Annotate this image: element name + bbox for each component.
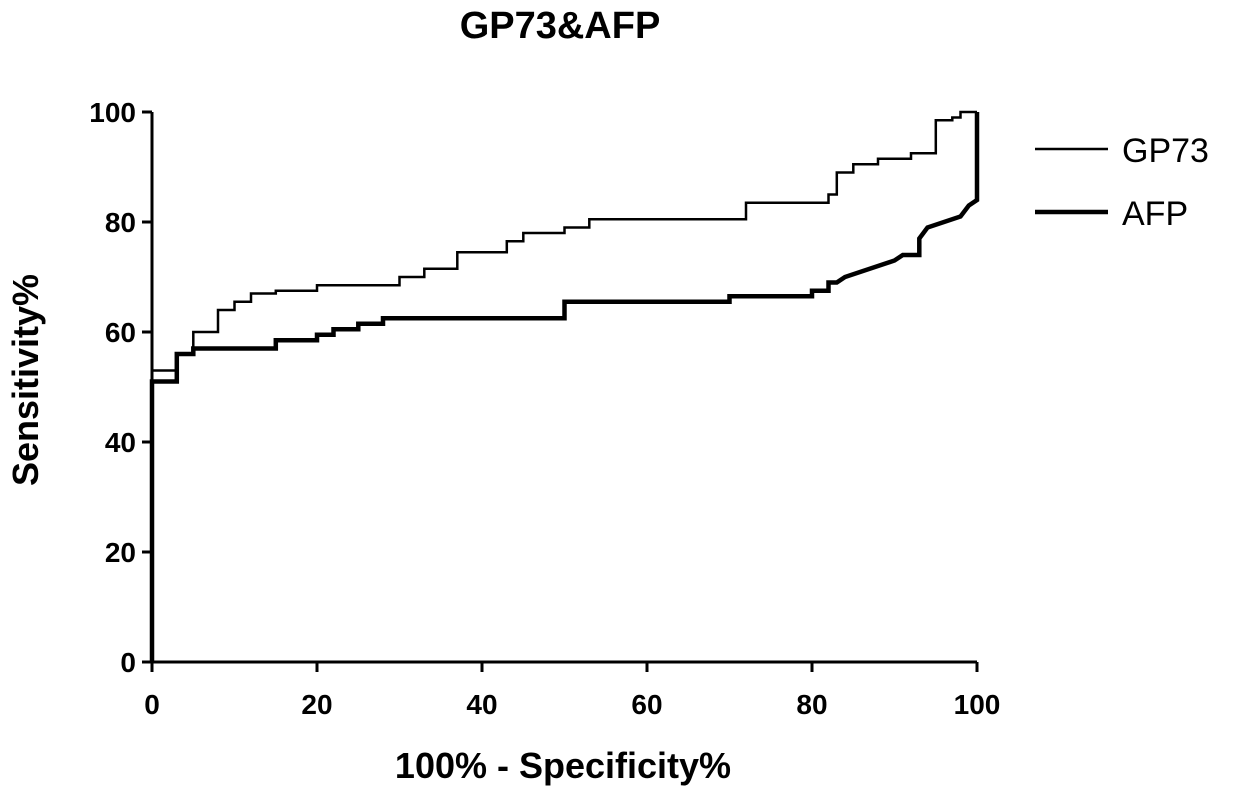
legend: GP73 AFP [1035, 132, 1209, 233]
legend-label-gp73: GP73 [1122, 132, 1209, 170]
y-tick-label: 60 [105, 317, 136, 348]
x-tick-label: 40 [466, 689, 497, 720]
legend-item-gp73: GP73 [1035, 132, 1209, 170]
series-line-gp73 [152, 112, 977, 662]
y-tick-label: 80 [105, 207, 136, 238]
x-tick-label: 0 [144, 689, 160, 720]
y-tick-label: 0 [120, 647, 136, 678]
series-line-afp [152, 112, 977, 662]
y-ticks: 0 20 40 60 80 100 [89, 97, 152, 678]
x-tick-label: 20 [301, 689, 332, 720]
x-tick-label: 100 [954, 689, 1001, 720]
y-tick-label: 100 [89, 97, 136, 128]
x-tick-label: 80 [796, 689, 827, 720]
legend-label-afp: AFP [1122, 195, 1188, 233]
series-lines [152, 112, 977, 662]
x-axis-label: 100% - Specificity% [395, 745, 731, 786]
y-tick-label: 40 [105, 427, 136, 458]
x-ticks: 0 20 40 60 80 100 [144, 662, 1000, 720]
x-tick-label: 60 [631, 689, 662, 720]
legend-item-afp: AFP [1035, 195, 1188, 233]
y-tick-label: 20 [105, 537, 136, 568]
axes [152, 112, 977, 662]
chart-title: GP73&AFP [460, 5, 661, 47]
y-axis-label: Sensitivity% [5, 274, 46, 486]
